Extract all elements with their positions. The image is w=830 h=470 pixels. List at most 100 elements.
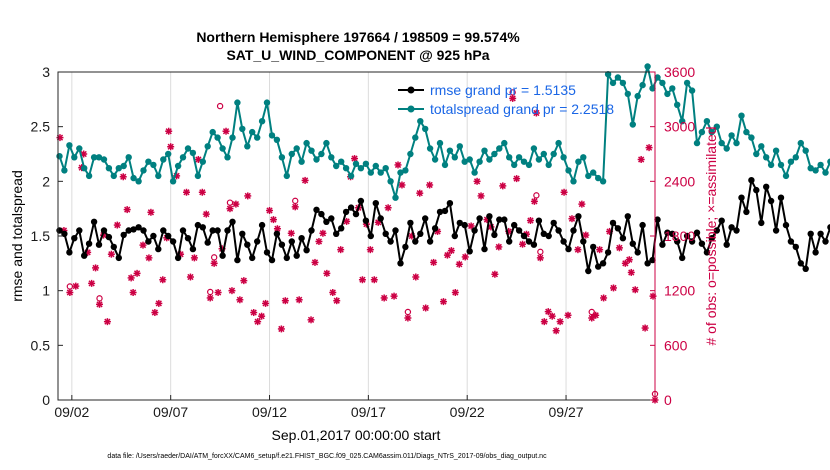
rmse-point <box>822 238 829 245</box>
obs-assimilated-marker <box>380 294 388 302</box>
rmse-point <box>639 221 646 229</box>
rmse-point <box>387 238 394 245</box>
rmse-point <box>412 238 419 245</box>
rmse-point <box>115 254 123 262</box>
obs-assimilated-marker <box>592 311 600 319</box>
rmse-point <box>827 224 830 231</box>
obs-assimilated-marker <box>430 258 438 266</box>
rmse-point <box>693 229 701 236</box>
y-left-tick-label: 0.5 <box>31 337 51 353</box>
rmse-point <box>362 217 370 224</box>
rmse-point <box>288 238 295 245</box>
obs-assimilated-marker <box>96 300 104 308</box>
marker-stroke <box>440 298 447 305</box>
marker-stroke <box>384 204 392 211</box>
obs-assimilated-marker <box>262 299 270 307</box>
rmse-point <box>268 256 276 264</box>
marker-stroke <box>456 261 463 268</box>
totalspread-point <box>506 154 513 161</box>
obs-assimilated-marker <box>269 216 277 224</box>
totalspread-point <box>224 154 231 161</box>
rmse-point <box>807 230 814 237</box>
totalspread-point <box>283 172 290 180</box>
rmse-point <box>792 243 799 251</box>
totalspread-point <box>604 71 612 78</box>
totalspread-point <box>426 145 434 152</box>
obs-assimilated-marker <box>228 287 236 295</box>
obs-assimilated-marker <box>596 246 604 254</box>
marker-stroke <box>610 284 617 292</box>
marker-stroke <box>509 95 516 102</box>
totalspread-point <box>565 167 572 174</box>
rmse-point <box>575 213 582 220</box>
obs-assimilated-marker <box>343 217 351 225</box>
totalspread-point <box>540 150 547 158</box>
rmse-point <box>377 215 384 222</box>
marker-stroke <box>596 246 603 253</box>
totalspread-point <box>669 85 676 92</box>
obs-assimilated-marker <box>556 318 564 326</box>
marker-stroke <box>568 215 576 222</box>
marker-stroke <box>626 256 633 263</box>
obs-assimilated-marker <box>281 297 289 305</box>
totalspread-point <box>263 99 271 106</box>
marker-stroke <box>412 273 419 281</box>
marker-stroke <box>108 251 115 258</box>
totalspread-point <box>595 174 602 182</box>
totalspread-point <box>555 139 562 147</box>
obs-assimilated-marker <box>129 288 137 296</box>
rmse-point <box>263 249 271 256</box>
rmse-point <box>496 216 503 223</box>
totalspread-point <box>738 112 745 119</box>
totalspread-point <box>120 162 127 170</box>
totalspread-point <box>254 134 261 141</box>
rmse-point <box>599 260 607 267</box>
rmse-point <box>718 217 725 224</box>
obs-assimilated-marker <box>519 240 527 248</box>
totalspread-point <box>184 145 192 152</box>
rmse-point <box>758 219 765 227</box>
marker-stroke <box>228 287 236 294</box>
rmse-point <box>342 208 350 216</box>
rmse-point <box>125 227 132 234</box>
obs-assimilated-marker <box>609 284 617 292</box>
totalspread-point <box>649 85 656 92</box>
rmse-point <box>194 221 202 229</box>
marker-stroke <box>66 289 73 296</box>
obs-assimilated-marker <box>182 188 190 196</box>
obs-assimilated-marker <box>384 204 392 212</box>
rmse-point <box>254 238 261 245</box>
totalspread-point <box>609 79 617 87</box>
obs-assimilated-marker <box>301 176 309 184</box>
rmse-point <box>520 232 528 240</box>
rmse-point <box>174 254 182 262</box>
totalspread-point <box>728 132 735 139</box>
totalspread-point <box>100 156 108 163</box>
rmse-point <box>90 218 98 225</box>
totalspread-point <box>501 139 508 147</box>
rmse-point <box>777 194 785 201</box>
rmse-point <box>155 245 162 253</box>
totalspread-point <box>323 139 330 147</box>
rmse-point <box>308 227 315 234</box>
marker-stroke <box>560 189 568 196</box>
obs-assimilated-marker <box>287 229 295 237</box>
obs-assimilated-marker <box>574 246 582 254</box>
totalspread-point <box>461 158 468 165</box>
rmse-point <box>506 238 513 245</box>
obs-assimilated-marker <box>600 294 608 302</box>
marker-stroke <box>351 155 358 162</box>
rmse-point <box>303 247 310 254</box>
rmse-point <box>323 218 330 225</box>
marker-stroke <box>236 296 243 303</box>
obs-assimilated-marker <box>66 288 74 296</box>
marker-stroke <box>147 209 155 216</box>
obs-assimilated-marker <box>513 175 521 183</box>
obs-assimilated-marker <box>107 250 115 258</box>
rmse-point <box>140 227 147 234</box>
marker-stroke <box>139 241 147 249</box>
marker-stroke <box>404 314 412 322</box>
rmse-point <box>273 230 281 237</box>
rmse-point <box>293 252 300 259</box>
